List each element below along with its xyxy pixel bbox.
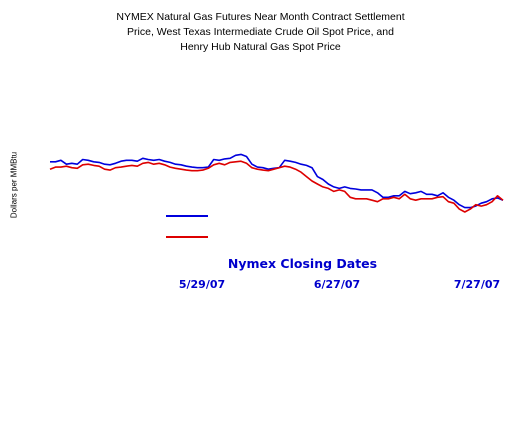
legend [166, 215, 208, 238]
series-line-1 [50, 153, 504, 209]
x-axis-title: Nymex Closing Dates [227, 256, 378, 271]
chart-title-line-2: Price, West Texas Intermediate Crude Oil… [127, 26, 394, 38]
x-tick-label-2: 6/27/07 [313, 278, 361, 291]
chart-title-line-1: NYMEX Natural Gas Futures Near Month Con… [116, 11, 405, 23]
series-layer [49, 153, 504, 213]
x-tick-label-1: 5/29/07 [178, 278, 226, 291]
y-axis-title: Dollars per MMBtu [9, 151, 19, 219]
chart-title: NYMEX Natural Gas Futures Near Month Con… [0, 10, 521, 55]
x-tick-label-3: 7/27/07 [453, 278, 501, 291]
series-line-2 [49, 160, 504, 213]
chart-title-line-3: Henry Hub Natural Gas Spot Price [180, 41, 341, 53]
